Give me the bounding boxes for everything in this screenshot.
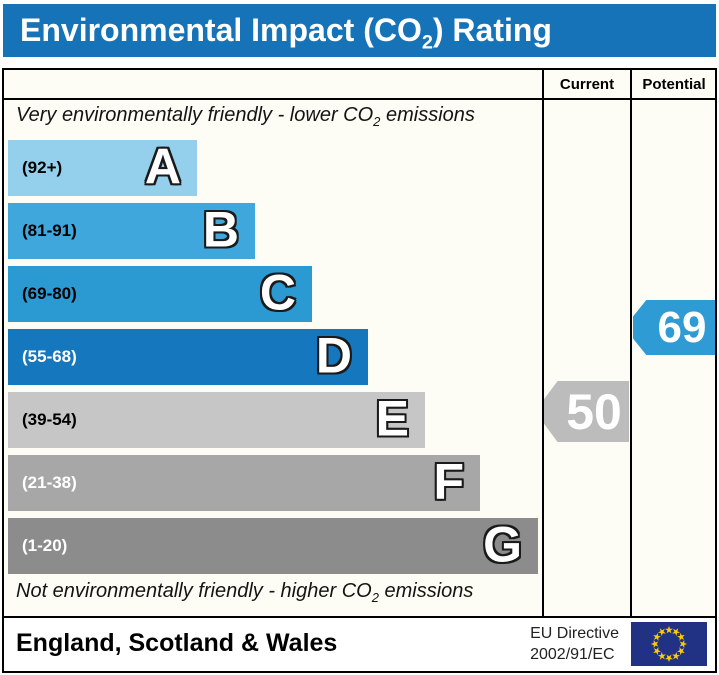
band-range-label: (92+) [22, 158, 63, 177]
band-letter: C [259, 264, 296, 321]
scale-note-bottom-text-end: emissions [378, 580, 474, 602]
band-f: (21-38) F [8, 455, 480, 511]
scale-note-top: Very environmentally friendly - lower CO… [16, 104, 475, 129]
footer: England, Scotland & Wales EU Directive 2… [2, 618, 717, 673]
band-g: (1-20) G [8, 518, 538, 574]
scale-note-top-text: Very environmentally friendly - lower CO [16, 104, 374, 126]
page-title: Environmental Impact (CO2) Rating [20, 4, 552, 57]
band-range-label: (81-91) [22, 221, 77, 240]
page-title-subscript: 2 [421, 31, 433, 54]
band-letter: D [315, 327, 352, 384]
rating-chart: Current Potential Very environmentally f… [2, 68, 717, 618]
column-divider-potential [630, 70, 632, 616]
page-title-post: ) Rating [432, 12, 552, 48]
band-letter: E [375, 390, 409, 447]
column-divider-current [542, 70, 544, 616]
band-range-label: (21-38) [22, 473, 77, 492]
eu-flag-icon [631, 622, 707, 666]
scale-note-top-subscript: 2 [373, 114, 381, 129]
band-range-label: (69-80) [22, 284, 77, 303]
band-letter: B [202, 201, 239, 258]
title-bar: Environmental Impact (CO2) Rating [3, 4, 716, 57]
header-separator [4, 98, 715, 100]
band-e: (39-54) E [8, 392, 425, 448]
band-letter: G [483, 516, 522, 573]
band-a: (92+) A [8, 140, 197, 196]
potential-rating-value: 69 [657, 302, 707, 352]
band-d: (55-68) D [8, 329, 368, 385]
eu-directive-label: EU Directive 2002/91/EC [530, 623, 619, 665]
band-b: (81-91) B [8, 203, 255, 259]
column-header-potential: Potential [642, 75, 706, 93]
band-range-label: (39-54) [22, 410, 77, 429]
scale-note-top-text-end: emissions [380, 104, 475, 126]
eu-directive-line2: 2002/91/EC [530, 646, 615, 663]
region-label: England, Scotland & Wales [16, 629, 338, 657]
column-header-current: Current [559, 75, 615, 93]
band-range-label: (1-20) [22, 536, 68, 555]
current-rating-arrow: 50 [544, 381, 629, 442]
scale-note-bottom-subscript: 2 [371, 590, 379, 605]
scale-note-bottom-text: Not environmentally friendly - higher CO [16, 580, 372, 602]
band-range-label: (55-68) [22, 347, 77, 366]
potential-rating-arrow: 69 [633, 300, 715, 355]
current-rating-value: 50 [566, 383, 622, 440]
band-c: (69-80) C [8, 266, 312, 322]
band-letter: F [433, 453, 464, 510]
eu-directive-line1: EU Directive [530, 625, 619, 642]
band-letter: A [144, 138, 181, 195]
scale-note-bottom: Not environmentally friendly - higher CO… [16, 580, 473, 605]
page-title-pre: Environmental Impact (CO [20, 12, 422, 48]
